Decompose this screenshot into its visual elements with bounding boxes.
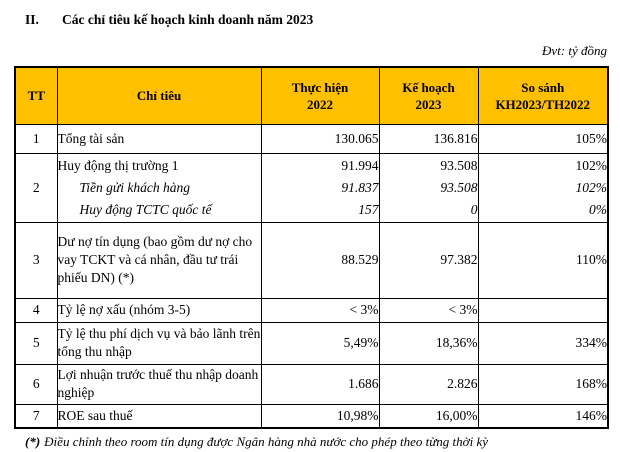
cell-label: Tỷ lệ thu phí dịch vụ và bảo lãnh trên t… <box>56 321 262 365</box>
cell-tt: 2 <box>14 152 58 223</box>
cell-tt: 3 <box>14 221 58 299</box>
cell-tt: 6 <box>14 363 58 405</box>
table-row: 2 Huy động thị trường 1 Tiền gửi khách h… <box>14 152 609 223</box>
cell-kh2023: 97.382 <box>378 221 479 299</box>
cell-tt: 1 <box>14 123 58 154</box>
table-row: 6 Lợi nhuận trước thuế thu nhập doanh ng… <box>14 363 609 405</box>
page-title: Các chỉ tiêu kế hoạch kinh doanh năm 202… <box>62 12 314 27</box>
cell-label: Lợi nhuận trước thuế thu nhập doanh nghi… <box>56 363 262 405</box>
unit-note: Đvt: tỷ đồng <box>542 43 607 58</box>
footnote-marker: (*) <box>25 434 41 449</box>
table-row: 7 ROE sau thuế 10,98% 16,00% 146% <box>14 403 609 429</box>
cell-kh2023: 93.508 93.508 0 <box>378 152 479 223</box>
cell-th2022: 1.686 <box>260 363 380 405</box>
cell-th2022: < 3% <box>260 297 380 323</box>
col-header-ke-hoach-2023: Kế hoạch 2023 <box>378 66 479 125</box>
col-header-chi-tieu: Chỉ tiêu <box>56 66 262 125</box>
cell-compare <box>477 297 609 323</box>
cell-compare: 102% 102% 0% <box>477 152 609 223</box>
table-row: 4 Tỷ lệ nợ xấu (nhóm 3-5) < 3% < 3% <box>14 297 609 323</box>
cell-kh2023: 18,36% <box>378 321 479 365</box>
cell-label: ROE sau thuế <box>56 403 262 429</box>
table-row: 3 Dư nợ tín dụng (bao gồm dư nợ cho vay … <box>14 221 609 299</box>
cell-tt: 5 <box>14 321 58 365</box>
cell-th2022: 88.529 <box>260 221 380 299</box>
cell-th2022: 5,49% <box>260 321 380 365</box>
cell-th2022: 10,98% <box>260 403 380 429</box>
col-header-so-sanh: So sánh KH2023/TH2022 <box>477 66 609 125</box>
table-row: 1 Tổng tài sản 130.065 136.816 105% <box>14 123 609 154</box>
cell-kh2023: < 3% <box>378 297 479 323</box>
cell-label: Dư nợ tín dụng (bao gồm dư nợ cho vay TC… <box>56 221 262 299</box>
business-plan-table: TT Chỉ tiêu Thực hiện 2022 Kế hoạch 2023… <box>14 66 609 429</box>
cell-kh2023: 16,00% <box>378 403 479 429</box>
table-row: 5 Tỷ lệ thu phí dịch vụ và bảo lãnh trên… <box>14 321 609 365</box>
cell-label: Huy động thị trường 1 Tiền gửi khách hàn… <box>56 152 262 223</box>
cell-compare: 146% <box>477 403 609 429</box>
section-heading: II. Các chỉ tiêu kế hoạch kinh doanh năm… <box>25 11 620 29</box>
cell-compare: 110% <box>477 221 609 299</box>
cell-compare: 105% <box>477 123 609 154</box>
section-number: II. <box>25 12 39 27</box>
cell-th2022: 91.994 91.837 157 <box>260 152 380 223</box>
col-header-tt: TT <box>14 66 58 125</box>
cell-label: Tổng tài sản <box>56 123 262 154</box>
cell-kh2023: 136.816 <box>378 123 479 154</box>
cell-th2022: 130.065 <box>260 123 380 154</box>
cell-tt: 7 <box>14 403 58 429</box>
col-header-thuc-hien-2022: Thực hiện 2022 <box>260 66 380 125</box>
cell-label: Tỷ lệ nợ xấu (nhóm 3-5) <box>56 297 262 323</box>
footnote: (*) Điều chỉnh theo room tín dụng được Ng… <box>25 434 610 450</box>
cell-compare: 168% <box>477 363 609 405</box>
cell-kh2023: 2.826 <box>378 363 479 405</box>
cell-compare: 334% <box>477 321 609 365</box>
table-header-row: TT Chỉ tiêu Thực hiện 2022 Kế hoạch 2023… <box>14 66 609 125</box>
footnote-text: Điều chỉnh theo room tín dụng được Ngân … <box>44 434 488 449</box>
cell-tt: 4 <box>14 297 58 323</box>
